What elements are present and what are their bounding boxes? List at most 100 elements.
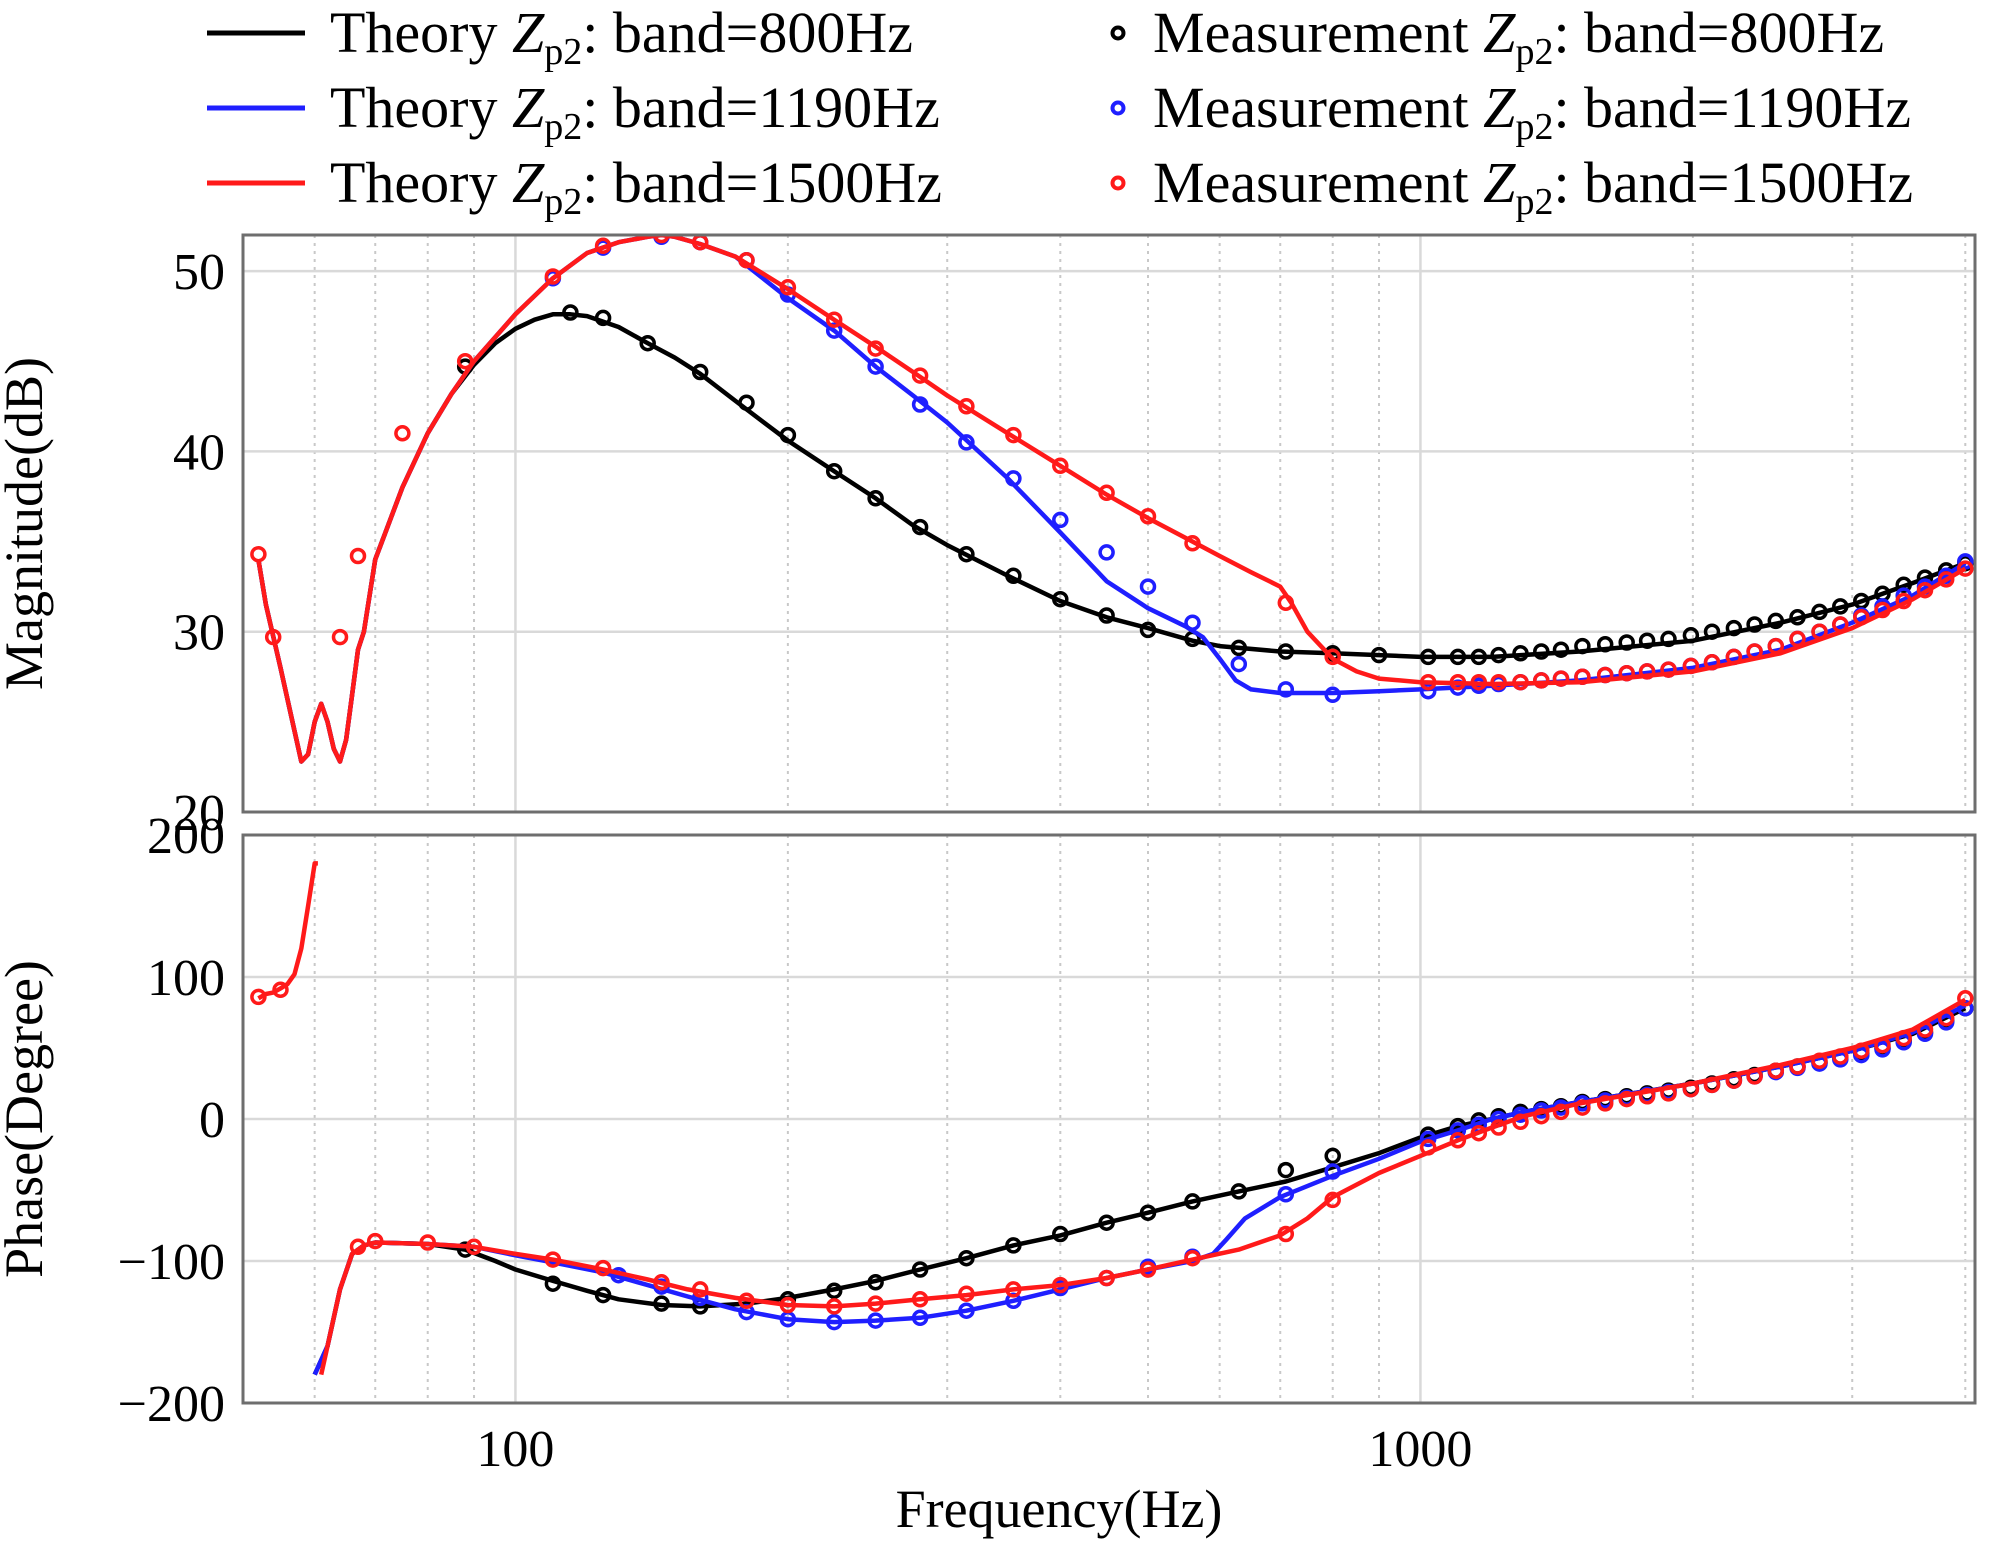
measurement-point <box>958 1249 975 1267</box>
measurement-point <box>1660 630 1677 648</box>
measurement-point <box>1324 648 1341 666</box>
legend-marker-swatch <box>1110 175 1126 191</box>
y-tick-label: 0 <box>199 1092 225 1149</box>
measurement-point <box>911 396 929 413</box>
measurement-point <box>867 1274 884 1291</box>
legend-entry: Measurement Zp2: band=800Hz <box>1110 0 1884 73</box>
legend-marker-swatch <box>1110 25 1126 41</box>
measurement-point <box>1895 1029 1912 1047</box>
measurement-point <box>1853 1042 1870 1060</box>
measurement-point <box>1789 630 1806 648</box>
measurement-point <box>1277 1225 1295 1243</box>
measurement-point <box>1230 655 1248 673</box>
measurement-point <box>1184 535 1201 552</box>
legend-label-symbol: Z <box>1483 0 1516 65</box>
measurement-point <box>867 340 884 357</box>
measurement-point <box>1937 571 1955 588</box>
measurement-point <box>1618 1090 1635 1108</box>
measurement-point <box>1895 592 1912 610</box>
legend-label: Theory Zp2: band=800Hz <box>330 0 913 73</box>
measurement-point <box>958 545 975 563</box>
measurement-point <box>1916 1021 1934 1038</box>
measurement-point <box>1419 1130 1437 1148</box>
measurement-point <box>1139 621 1157 639</box>
measurement-point <box>958 1302 975 1319</box>
measurement-point <box>1746 643 1763 660</box>
measurement-point <box>1052 590 1069 608</box>
legend-entry: Theory Zp2: band=800Hz <box>207 0 913 73</box>
measurement-point <box>911 1309 929 1327</box>
measurement-point <box>911 1291 929 1308</box>
y-tick-label: 200 <box>147 808 225 865</box>
magnitude-panel: 20 30 40 50 Magnitude(dB) <box>0 233 1977 842</box>
measurement-point <box>1184 614 1201 631</box>
measurement-point <box>1746 1068 1763 1085</box>
measurement-point <box>1703 654 1721 671</box>
measurement-point <box>1767 637 1785 655</box>
y-tick-label: 100 <box>147 950 225 1007</box>
measurement-point <box>1005 567 1022 585</box>
measurement-point <box>911 518 929 536</box>
measurement-point <box>1490 646 1507 664</box>
measurement-point <box>1552 1103 1570 1121</box>
measurement-point <box>594 237 612 255</box>
measurement-point <box>1937 1009 1955 1027</box>
legend-label-symbol: Z <box>1483 75 1516 140</box>
measurement-point <box>1139 578 1157 595</box>
measurement-point <box>1184 1193 1201 1210</box>
measurement-point <box>1512 1113 1529 1131</box>
measurement-point <box>1005 1281 1022 1298</box>
measurement-point <box>594 309 612 327</box>
measurement-point <box>1277 594 1295 612</box>
measurement-point <box>562 304 579 321</box>
measurement-point <box>1449 648 1467 666</box>
measurement-point <box>1277 681 1295 698</box>
measurement-point <box>1184 1249 1201 1267</box>
measurement-point <box>1098 544 1115 561</box>
measurement-point <box>1512 673 1529 691</box>
measurement-point <box>867 1312 884 1329</box>
measurement-point <box>1660 1085 1677 1102</box>
legend-label-subscript: p2 <box>1515 31 1553 73</box>
measurement-point <box>1703 623 1721 640</box>
measurement-point <box>544 1275 562 1292</box>
measurement-point <box>1789 1058 1806 1075</box>
legend-label-symbol: Z <box>1483 150 1516 215</box>
measurement-point <box>1682 1080 1700 1098</box>
measurement-point <box>1098 484 1115 502</box>
phase-panel: −200 −100 0 100 200 Phase(Degree) <box>0 808 1977 1433</box>
measurement-point <box>1490 673 1507 691</box>
measurement-point <box>456 1241 474 1258</box>
x-axis: 100 1000 Frequency(Hz) <box>476 1421 1472 1539</box>
measurement-point <box>738 251 755 269</box>
measurement-point <box>1811 1052 1828 1070</box>
legend-label-subscript: p2 <box>1515 106 1553 148</box>
legend-label-suffix: : band=800Hz <box>1553 0 1884 65</box>
y-tick-label: 20 <box>173 785 225 842</box>
measurement-point <box>1419 648 1437 666</box>
theory-line-band=1500Hz <box>256 235 1967 764</box>
legend-label-suffix: : band=1500Hz <box>582 150 942 215</box>
measurement-point <box>250 988 267 1006</box>
measurement-point <box>867 358 884 375</box>
measurement-point <box>1230 639 1248 657</box>
legend-label-symbol: Z <box>512 150 545 215</box>
measurement-point <box>1596 666 1614 684</box>
measurement-point <box>1725 1072 1743 1089</box>
measurement-point <box>1533 672 1550 689</box>
measurement-point <box>1957 553 1974 570</box>
measurement-point <box>349 547 367 565</box>
legend-marker-swatch <box>1110 100 1126 116</box>
measurement-point <box>1470 648 1488 666</box>
measurement-point <box>1832 598 1849 615</box>
y-tick-label: −200 <box>118 1376 225 1433</box>
measurement-point <box>1324 1191 1341 1209</box>
plot-frame <box>241 833 1977 1405</box>
legend-label-suffix: : band=1500Hz <box>1553 150 1913 215</box>
measurement-point <box>1449 1132 1467 1149</box>
measurement-point <box>1005 470 1022 487</box>
measurement-point <box>1449 673 1467 691</box>
legend-label-subscript: p2 <box>544 31 582 73</box>
measurement-point <box>1005 1237 1022 1254</box>
